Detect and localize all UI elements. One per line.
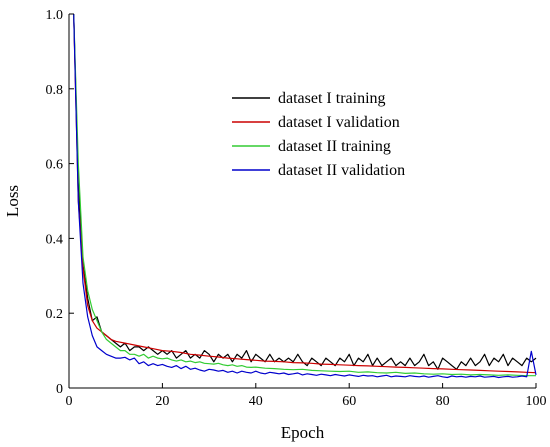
x-tick-label: 60 [342,394,356,409]
series-line-4 [73,13,537,379]
legend-label-1: dataset I training [278,90,386,107]
y-tick-label: 1.0 [46,8,64,23]
y-tick-label: 0.4 [46,232,64,247]
x-tick-label: 0 [66,394,73,409]
legend-label-3: dataset II training [278,138,391,155]
y-axis-ticks: 0 0.2 0.4 0.6 0.8 1.0 [46,8,74,397]
legend-label-4: dataset II validation [278,162,405,179]
y-axis-title: Loss [3,185,22,217]
series-line-3 [73,13,536,377]
axes [68,14,536,389]
x-tick-label: 80 [436,394,450,409]
y-tick-label: 0.6 [46,158,64,173]
y-tick-label: 0.2 [46,307,64,322]
legend: dataset I training dataset I validation da… [232,90,405,179]
y-tick-label: 0.8 [46,83,64,98]
x-tick-label: 20 [155,394,169,409]
x-axis-title: Epoch [281,423,325,442]
series-line-2 [73,13,537,374]
x-tick-label: 40 [249,394,263,409]
x-axis-ticks: 0 20 40 60 80 100 [66,383,547,409]
y-tick-label: 0 [56,382,63,397]
legend-label-2: dataset I validation [278,114,400,131]
x-tick-label: 100 [526,394,547,409]
plot-area [73,13,537,379]
